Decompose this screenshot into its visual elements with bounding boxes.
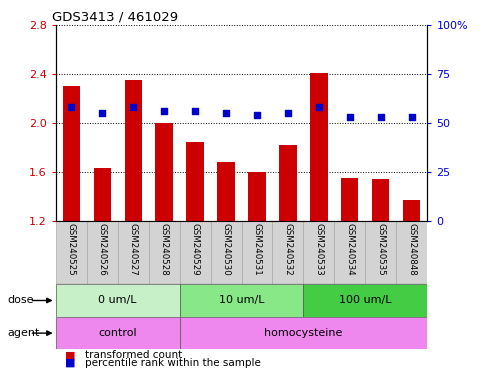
Text: GSM240532: GSM240532 — [284, 223, 293, 275]
Bar — [280, 145, 297, 221]
Bar — [242, 221, 272, 284]
Text: transformed count: transformed count — [85, 350, 182, 360]
Point — [67, 104, 75, 110]
Point — [284, 110, 292, 116]
Bar — [117, 221, 149, 284]
Bar — [156, 123, 172, 221]
Text: GSM240528: GSM240528 — [159, 223, 169, 275]
Text: control: control — [98, 328, 137, 338]
Text: ■: ■ — [65, 358, 76, 368]
Point — [315, 104, 323, 110]
Bar — [186, 142, 203, 221]
Bar — [149, 221, 180, 284]
Text: percentile rank within the sample: percentile rank within the sample — [85, 358, 260, 368]
Text: 10 um/L: 10 um/L — [219, 295, 264, 306]
Text: 100 um/L: 100 um/L — [339, 295, 392, 306]
Bar — [180, 284, 303, 317]
Text: GDS3413 / 461029: GDS3413 / 461029 — [52, 11, 178, 24]
Point — [377, 114, 385, 120]
Text: GSM240525: GSM240525 — [67, 223, 75, 275]
Bar — [211, 221, 242, 284]
Bar — [62, 86, 80, 221]
Point — [346, 114, 354, 120]
Bar — [56, 317, 180, 349]
Point — [129, 104, 137, 110]
Text: agent: agent — [7, 328, 40, 338]
Text: ■: ■ — [65, 350, 76, 360]
Bar — [303, 284, 427, 317]
Text: GSM240848: GSM240848 — [408, 223, 416, 275]
Bar — [56, 284, 180, 317]
Text: 0 um/L: 0 um/L — [98, 295, 137, 306]
Text: GSM240534: GSM240534 — [345, 223, 355, 275]
Text: GSM240526: GSM240526 — [98, 223, 107, 275]
Bar — [180, 221, 211, 284]
Bar — [56, 221, 86, 284]
Bar — [397, 221, 427, 284]
Point — [160, 108, 168, 114]
Text: GSM240530: GSM240530 — [222, 223, 230, 275]
Point — [191, 108, 199, 114]
Text: GSM240535: GSM240535 — [376, 223, 385, 275]
Bar — [94, 168, 111, 221]
Bar — [366, 221, 397, 284]
Bar — [180, 317, 427, 349]
Bar — [334, 221, 366, 284]
Bar — [125, 80, 142, 221]
Point — [253, 112, 261, 118]
Bar — [341, 178, 358, 221]
Bar — [372, 179, 389, 221]
Bar — [86, 221, 117, 284]
Text: dose: dose — [7, 295, 34, 306]
Text: GSM240529: GSM240529 — [190, 223, 199, 275]
Text: GSM240533: GSM240533 — [314, 223, 324, 275]
Bar — [217, 162, 235, 221]
Text: GSM240527: GSM240527 — [128, 223, 138, 275]
Point — [98, 110, 106, 116]
Point — [222, 110, 230, 116]
Bar — [311, 73, 327, 221]
Bar — [403, 200, 421, 221]
Text: GSM240531: GSM240531 — [253, 223, 261, 275]
Bar — [272, 221, 303, 284]
Text: homocysteine: homocysteine — [264, 328, 342, 338]
Bar — [248, 172, 266, 221]
Bar — [303, 221, 334, 284]
Point — [408, 114, 416, 120]
